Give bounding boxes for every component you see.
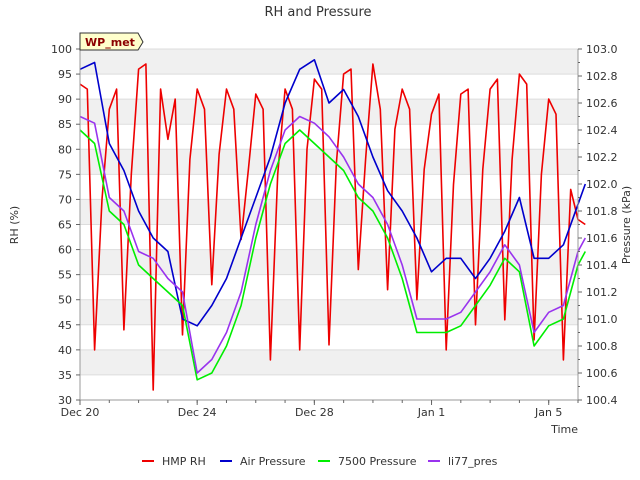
legend-label: Air Pressure	[240, 455, 306, 468]
series-line-hmp-rh	[79, 63, 586, 391]
x-tick-label: Jan 1	[417, 406, 445, 419]
x-tick-label: Jan 5	[534, 406, 562, 419]
right-tick-label: 101.8	[586, 205, 618, 218]
legend-item: Air Pressure	[220, 455, 306, 468]
left-tick-label: 80	[58, 143, 72, 156]
y-axis-label-left: RH (%)	[8, 206, 21, 244]
left-tick-label: 60	[58, 244, 72, 257]
legend-item: li77_pres	[428, 455, 498, 468]
right-tick-label: 103.0	[586, 43, 618, 56]
left-tick-label: 85	[58, 118, 72, 131]
legend-item: 7500 Pressure	[318, 455, 417, 468]
x-axis-ticks: Dec 20 Dec 24 Dec 28 Jan 1 Jan 5	[61, 400, 579, 419]
x-tick-label: Dec 28	[295, 406, 334, 419]
background-bands	[80, 49, 578, 375]
left-tick-label: 70	[58, 193, 72, 206]
legend-label: HMP RH	[162, 455, 206, 468]
right-tick-label: 102.4	[586, 124, 618, 137]
right-tick-label: 101.2	[586, 286, 618, 299]
right-tick-label: 102.2	[586, 151, 618, 164]
right-tick-label: 102.8	[586, 70, 618, 83]
left-tick-label: 75	[58, 168, 72, 181]
left-tick-label: 95	[58, 68, 72, 81]
background-band	[80, 149, 578, 175]
background-band	[80, 49, 578, 75]
right-tick-label: 100.4	[586, 394, 618, 407]
x-tick-label: Dec 20	[61, 406, 100, 419]
right-tick-label: 102.0	[586, 178, 618, 191]
right-tick-label: 101.0	[586, 313, 618, 326]
left-tick-label: 35	[58, 369, 72, 382]
series-line-7500-pressure	[79, 129, 587, 381]
left-tick-label: 55	[58, 269, 72, 282]
background-band	[80, 349, 578, 375]
right-tick-label: 101.4	[586, 259, 618, 272]
background-band	[80, 199, 578, 225]
legend-label: 7500 Pressure	[338, 455, 417, 468]
legend: HMP RH Air Pressure 7500 Pressure li77_pres	[142, 455, 498, 468]
left-tick-label: 90	[58, 93, 72, 106]
x-axis-label: Time	[550, 423, 578, 436]
legend-label: li77_pres	[448, 455, 498, 468]
series-group	[79, 58, 587, 391]
left-tick-label: 40	[58, 344, 72, 357]
chart-title: RH and Pressure	[264, 5, 371, 20]
station-badge: WP_met	[79, 32, 144, 51]
right-tick-label: 100.6	[586, 367, 618, 380]
x-tick-label: Dec 24	[178, 406, 217, 419]
left-tick-label: 30	[58, 394, 72, 407]
left-tick-label: 45	[58, 319, 72, 332]
right-tick-label: 102.6	[586, 97, 618, 110]
y-axis-label-right: Pressure (kPa)	[620, 186, 633, 264]
series-line-li77-pres	[79, 115, 587, 374]
right-tick-label: 100.8	[586, 340, 618, 353]
right-axis-ticks: 100.4 100.6 100.8 101.0 101.2 101.4 101.6 101.8…	[578, 43, 618, 407]
left-axis-ticks: 30 35 40 45 50 55 60 65 70 75 80 85 90 95 100	[51, 43, 80, 407]
left-tick-label: 65	[58, 219, 72, 232]
legend-item: HMP RH	[142, 455, 206, 468]
left-tick-label: 50	[58, 294, 72, 307]
left-tick-label: 100	[51, 43, 72, 56]
series-line-air-pressure	[79, 58, 587, 327]
station-badge-label: WP_met	[85, 36, 135, 49]
right-tick-label: 101.6	[586, 232, 618, 245]
